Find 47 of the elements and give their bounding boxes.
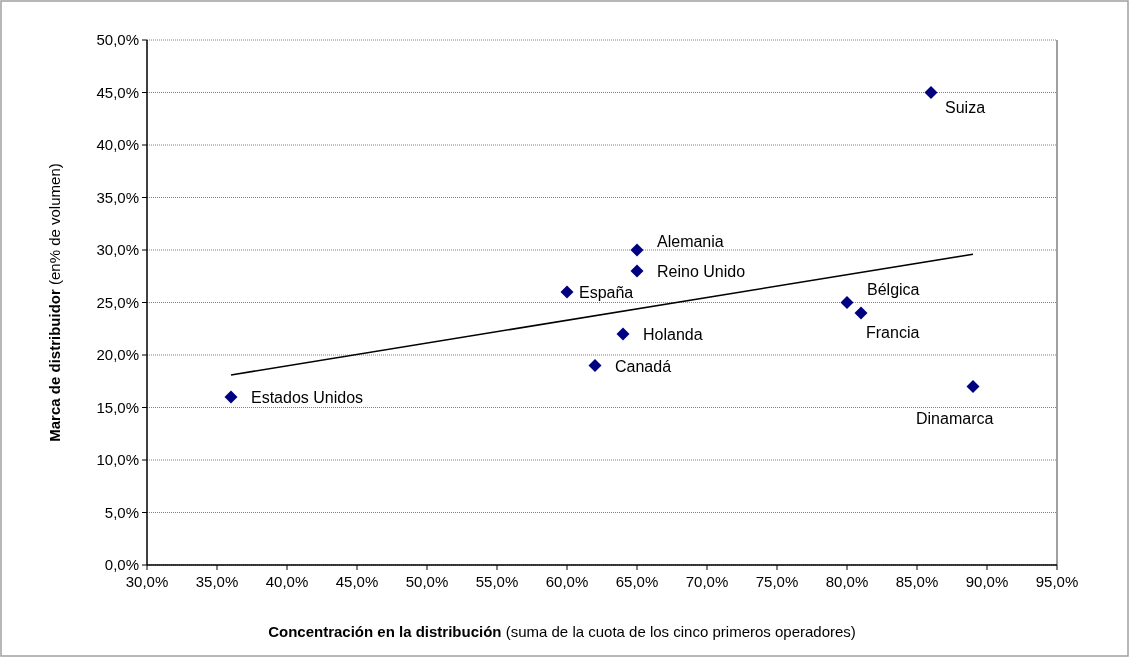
y-axis-title: Marca de distribuidor (en% de volumen) [46, 163, 63, 442]
point [924, 86, 938, 99]
y-tick-label: 15,0% [96, 398, 139, 416]
annotation: España [579, 284, 634, 301]
y-tick-label: 25,0% [96, 293, 139, 311]
x-tick-label: 75,0% [755, 573, 799, 590]
annotation: Bélgica [867, 280, 920, 298]
x-tick-label: 80,0% [825, 573, 869, 590]
x-tick-label: 90,0% [965, 573, 1009, 590]
x-tick-label: 60,0% [545, 573, 589, 590]
y-tick-label: 40,0% [96, 136, 139, 154]
annotation: Francia [866, 324, 920, 341]
y-tick-label: 10,0% [96, 451, 139, 469]
point [616, 327, 630, 341]
x-tick-label: 45,0% [335, 573, 379, 590]
y-tick-label: 5,0% [104, 503, 139, 521]
point [224, 390, 238, 404]
annotation: Reino Unido [657, 263, 746, 280]
point [854, 306, 868, 320]
x-tick-label: 35,0% [195, 573, 239, 590]
x-tick-label: 40,0% [265, 573, 309, 590]
point [630, 264, 644, 278]
annotation: Estados Unidos [251, 389, 364, 406]
y-tick-label: 0,0% [104, 556, 139, 574]
y-tick-label: 45,0% [96, 83, 139, 101]
x-tick-label: 55,0% [475, 573, 519, 590]
x-tick-label: 95,0% [1035, 573, 1079, 590]
y-tick-label: 50,0% [96, 31, 139, 49]
annotation: Dinamarca [916, 409, 994, 427]
point [560, 285, 574, 299]
annotation: Canadá [615, 357, 672, 375]
point [966, 380, 980, 393]
y-tick-label: 30,0% [96, 241, 139, 259]
annotation: Alemania [657, 233, 724, 250]
y-tick-label: 20,0% [96, 346, 139, 364]
x-tick-label: 70,0% [685, 573, 729, 590]
x-tick-label: 30,0% [125, 573, 169, 590]
x-tick-label: 65,0% [615, 573, 659, 590]
point [840, 296, 854, 309]
point [588, 359, 602, 372]
x-tick-label: 85,0% [895, 573, 939, 590]
y-tick-label: 35,0% [96, 188, 139, 206]
point [630, 243, 644, 257]
annotation: Suiza [945, 98, 986, 116]
x-tick-label: 50,0% [405, 573, 449, 590]
x-axis-title: Concentración en la distribución (suma de la cuota de los cinco primeros operadores) [268, 623, 856, 640]
annotation: Holanda [643, 326, 703, 343]
